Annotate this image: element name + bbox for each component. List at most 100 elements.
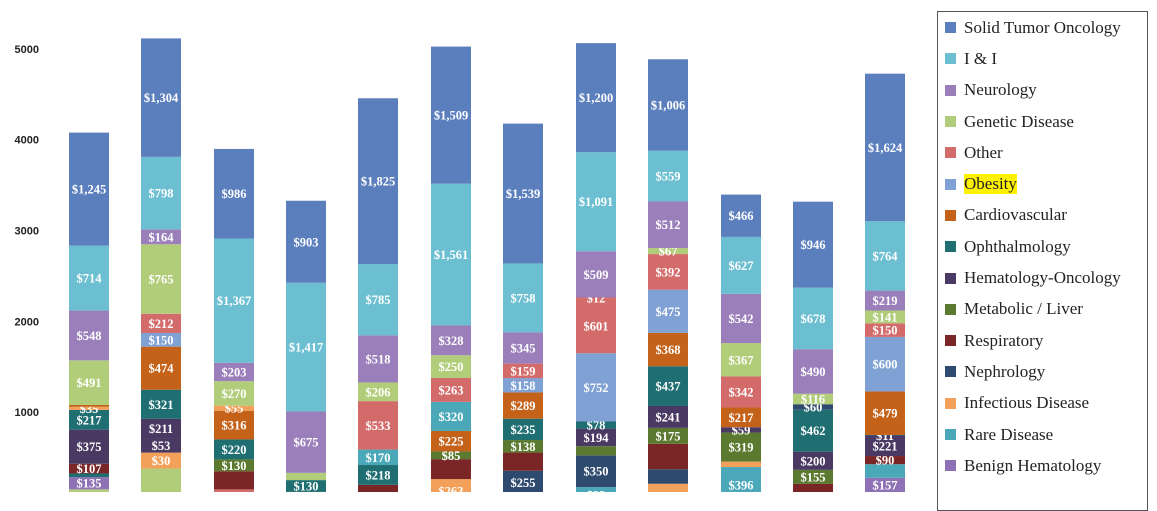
data-label: $462 [801,424,826,438]
data-label: $342 [729,385,754,399]
legend-item: Infectious Disease [938,388,1147,419]
bar-segment [648,444,688,469]
data-label: $396 [729,479,754,492]
legend-item: Rare Disease [938,419,1147,450]
data-label: $509 [584,268,609,282]
legend-item: Neurology [938,75,1147,106]
data-label: $116 [801,392,825,406]
data-label: $1,539 [506,187,540,201]
data-label: $367 [729,353,754,367]
data-label: $30 [152,454,171,468]
legend-label: Respiratory [964,331,1043,351]
legend-label: I & I [964,49,997,69]
bar-stack: $157$90$221$11$479$600$150$141$219$764$1… [865,74,905,492]
data-label: $270 [222,387,247,401]
data-label: $601 [584,319,609,333]
data-label: $203 [222,365,247,379]
legend-swatch [945,22,956,33]
legend-swatch [945,179,956,190]
data-label: $1,006 [651,98,685,112]
data-label: $263 [439,485,464,492]
data-label: $986 [222,187,247,201]
data-label: $170 [366,451,391,465]
data-label: $714 [77,272,103,286]
bar-stack: $30$53$211$321$474$150$212$765$164$798$1… [141,38,181,492]
data-label: $1,200 [579,91,613,105]
bar-stack: $255$138$235$289$158$159$345$758$1,539 [503,124,543,492]
data-label: $758 [511,291,536,305]
data-label: $512 [656,218,681,232]
legend-label: Solid Tumor Oncology [964,18,1121,38]
y-tick-label: 4000 [15,135,39,147]
data-label: $194 [584,431,610,445]
legend-label: Rare Disease [964,425,1053,445]
data-label: $321 [149,398,174,412]
data-label: $785 [366,293,391,307]
data-label: $150 [149,333,174,347]
legend-swatch [945,304,956,315]
data-label: $158 [511,379,536,393]
data-label: $600 [873,358,898,372]
bar-stack: $396$319$59$217$342$367$542$627$466 [721,195,761,492]
bar-group: $135$107$375$217$35$491$548$714$1,245$30… [69,38,905,492]
legend-label: Obesity [964,174,1017,194]
legend-item: Genetic Disease [938,106,1147,137]
data-label: $53 [152,439,171,453]
legend-swatch [945,241,956,252]
legend-item: Hematology-Oncology [938,262,1147,293]
data-label: $1,091 [579,195,613,209]
bar-stack: $92$175$241$437$368$475$392$67$512$559$1… [648,59,688,492]
data-label: $107 [77,462,102,476]
legend-label: Infectious Disease [964,393,1089,413]
legend-swatch [945,147,956,158]
data-label: $1,367 [217,294,251,308]
bar-segment [69,405,109,407]
legend-swatch [945,53,956,64]
legend-item: I & I [938,43,1147,74]
data-label: $675 [294,436,319,450]
bar-stack: $23$350$194$78$752$601$12$509$1,091$1,20… [576,43,616,492]
data-label: $138 [511,440,536,454]
legend-item: Nephrology [938,356,1147,387]
legend-swatch [945,116,956,127]
data-label: $903 [294,235,319,249]
data-label: $159 [511,364,536,378]
data-label: $491 [77,376,102,390]
legend-label: Nephrology [964,362,1045,382]
data-label: $255 [511,476,536,490]
legend-item: Metabolic / Liver [938,294,1147,325]
data-label: $263 [439,383,464,397]
legend-label: Genetic Disease [964,112,1074,132]
data-label: $316 [222,419,247,433]
legend-swatch [945,85,956,96]
legend-item: Other [938,137,1147,168]
data-label: $319 [729,441,754,455]
data-label: $533 [366,419,391,433]
bar-segment [286,473,326,480]
data-label: $752 [584,381,609,395]
legend-label: Other [964,143,1003,163]
data-label: $130 [222,459,247,473]
legend-swatch [945,273,956,284]
data-label: $1,561 [434,248,468,262]
data-label: $518 [366,352,391,366]
data-label: $289 [511,399,536,413]
legend-label: Ophthalmology [964,237,1071,257]
data-label: $157 [873,478,898,492]
data-label: $328 [439,334,464,348]
data-label: $164 [149,230,175,244]
legend-swatch [945,429,956,440]
legend-swatch [945,460,956,471]
legend-swatch [945,210,956,221]
data-label: $220 [222,443,247,457]
data-label: $175 [656,429,681,443]
data-label: $211 [149,422,173,436]
legend-item: Obesity [938,168,1147,199]
y-tick-label: 1000 [15,407,39,419]
data-label: $490 [801,365,826,379]
data-label: $627 [729,259,754,273]
y-tick-label: 2000 [15,316,39,328]
data-label: $1,417 [289,341,323,355]
legend: Solid Tumor Oncology I & I Neurology Geneti… [937,11,1148,511]
